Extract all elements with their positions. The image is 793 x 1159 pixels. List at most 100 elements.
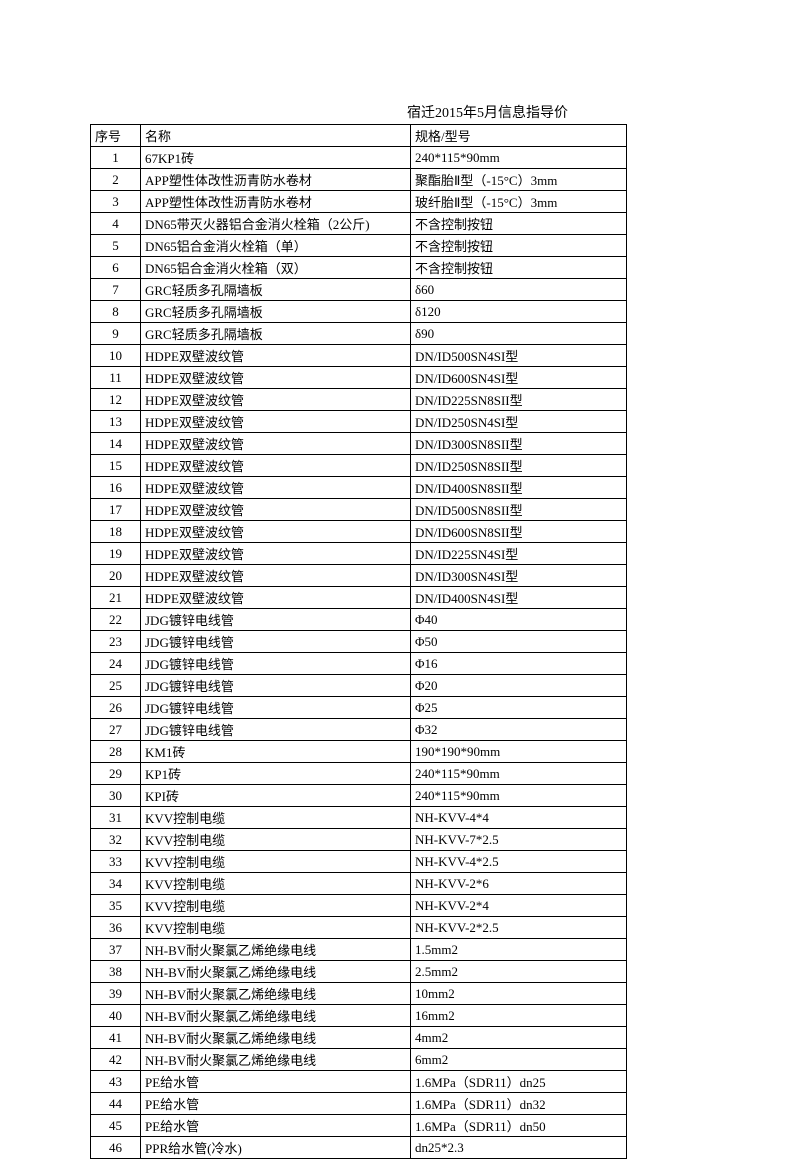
- table-header-row: 序号 名称 规格/型号: [91, 125, 627, 147]
- cell-name: KVV控制电缆: [141, 895, 411, 917]
- cell-spec: 不含控制按钮: [411, 213, 627, 235]
- cell-spec: DN/ID500SN4SI型: [411, 345, 627, 367]
- cell-name: PE给水管: [141, 1093, 411, 1115]
- table-row: 24JDG镀锌电线管Φ16: [91, 653, 627, 675]
- cell-seq: 24: [91, 653, 141, 675]
- table-row: 28KM1砖190*190*90mm: [91, 741, 627, 763]
- cell-seq: 35: [91, 895, 141, 917]
- cell-name: PE给水管: [141, 1071, 411, 1093]
- cell-name: JDG镀锌电线管: [141, 609, 411, 631]
- cell-seq: 38: [91, 961, 141, 983]
- cell-seq: 37: [91, 939, 141, 961]
- cell-name: DN65铝合金消火栓箱（单）: [141, 235, 411, 257]
- table-row: 9GRC轻质多孔隔墙板δ90: [91, 323, 627, 345]
- table-row: 14HDPE双壁波纹管DN/ID300SN8SII型: [91, 433, 627, 455]
- table-row: 26JDG镀锌电线管Φ25: [91, 697, 627, 719]
- cell-seq: 44: [91, 1093, 141, 1115]
- table-row: 41NH-BV耐火聚氯乙烯绝缘电线4mm2: [91, 1027, 627, 1049]
- table-row: 18HDPE双壁波纹管DN/ID600SN8SII型: [91, 521, 627, 543]
- cell-spec: 10mm2: [411, 983, 627, 1005]
- table-row: 21HDPE双壁波纹管DN/ID400SN4SI型: [91, 587, 627, 609]
- cell-spec: 1.6MPa（SDR11）dn25: [411, 1071, 627, 1093]
- cell-seq: 1: [91, 147, 141, 169]
- cell-name: NH-BV耐火聚氯乙烯绝缘电线: [141, 939, 411, 961]
- cell-seq: 26: [91, 697, 141, 719]
- table-row: 12HDPE双壁波纹管DN/ID225SN8SII型: [91, 389, 627, 411]
- cell-name: NH-BV耐火聚氯乙烯绝缘电线: [141, 983, 411, 1005]
- header-seq: 序号: [91, 125, 141, 147]
- cell-seq: 3: [91, 191, 141, 213]
- table-row: 31KVV控制电缆NH-KVV-4*4: [91, 807, 627, 829]
- table-row: 37NH-BV耐火聚氯乙烯绝缘电线1.5mm2: [91, 939, 627, 961]
- cell-spec: DN/ID300SN4SI型: [411, 565, 627, 587]
- cell-spec: 1.6MPa（SDR11）dn32: [411, 1093, 627, 1115]
- table-row: 44PE给水管1.6MPa（SDR11）dn32: [91, 1093, 627, 1115]
- cell-spec: 16mm2: [411, 1005, 627, 1027]
- cell-name: KVV控制电缆: [141, 807, 411, 829]
- cell-name: HDPE双壁波纹管: [141, 477, 411, 499]
- table-row: 32KVV控制电缆NH-KVV-7*2.5: [91, 829, 627, 851]
- cell-seq: 31: [91, 807, 141, 829]
- cell-seq: 43: [91, 1071, 141, 1093]
- cell-seq: 41: [91, 1027, 141, 1049]
- table-row: 16HDPE双壁波纹管DN/ID400SN8SII型: [91, 477, 627, 499]
- cell-name: NH-BV耐火聚氯乙烯绝缘电线: [141, 1027, 411, 1049]
- cell-seq: 22: [91, 609, 141, 631]
- cell-name: JDG镀锌电线管: [141, 697, 411, 719]
- cell-spec: 不含控制按钮: [411, 235, 627, 257]
- table-row: 167KP1砖240*115*90mm: [91, 147, 627, 169]
- table-row: 22JDG镀锌电线管Φ40: [91, 609, 627, 631]
- cell-seq: 46: [91, 1137, 141, 1159]
- table-row: 25JDG镀锌电线管Φ20: [91, 675, 627, 697]
- cell-spec: δ90: [411, 323, 627, 345]
- cell-spec: DN/ID500SN8SII型: [411, 499, 627, 521]
- table-row: 46PPR给水管(冷水)dn25*2.3: [91, 1137, 627, 1159]
- cell-spec: 6mm2: [411, 1049, 627, 1071]
- cell-name: HDPE双壁波纹管: [141, 587, 411, 609]
- cell-name: HDPE双壁波纹管: [141, 521, 411, 543]
- cell-spec: 2.5mm2: [411, 961, 627, 983]
- table-row: 42NH-BV耐火聚氯乙烯绝缘电线6mm2: [91, 1049, 627, 1071]
- cell-spec: dn25*2.3: [411, 1137, 627, 1159]
- cell-name: DN65带灭火器铝合金消火栓箱（2公斤): [141, 213, 411, 235]
- cell-name: KVV控制电缆: [141, 851, 411, 873]
- table-row: 13HDPE双壁波纹管DN/ID250SN4SI型: [91, 411, 627, 433]
- cell-seq: 17: [91, 499, 141, 521]
- table-row: 15HDPE双壁波纹管DN/ID250SN8SII型: [91, 455, 627, 477]
- cell-seq: 28: [91, 741, 141, 763]
- table-row: 34KVV控制电缆NH-KVV-2*6: [91, 873, 627, 895]
- cell-seq: 19: [91, 543, 141, 565]
- cell-seq: 45: [91, 1115, 141, 1137]
- cell-seq: 36: [91, 917, 141, 939]
- cell-spec: 240*115*90mm: [411, 763, 627, 785]
- table-row: 36KVV控制电缆NH-KVV-2*2.5: [91, 917, 627, 939]
- cell-name: JDG镀锌电线管: [141, 719, 411, 741]
- cell-spec: NH-KVV-4*2.5: [411, 851, 627, 873]
- cell-name: KVV控制电缆: [141, 829, 411, 851]
- cell-seq: 4: [91, 213, 141, 235]
- cell-name: HDPE双壁波纹管: [141, 345, 411, 367]
- cell-name: NH-BV耐火聚氯乙烯绝缘电线: [141, 1049, 411, 1071]
- cell-seq: 10: [91, 345, 141, 367]
- header-name: 名称: [141, 125, 411, 147]
- cell-spec: DN/ID400SN8SII型: [411, 477, 627, 499]
- cell-spec: DN/ID250SN4SI型: [411, 411, 627, 433]
- cell-seq: 21: [91, 587, 141, 609]
- cell-spec: 4mm2: [411, 1027, 627, 1049]
- table-row: 3APP塑性体改性沥青防水卷材玻纤胎Ⅱ型（-15°C）3mm: [91, 191, 627, 213]
- cell-name: KVV控制电缆: [141, 873, 411, 895]
- cell-spec: 玻纤胎Ⅱ型（-15°C）3mm: [411, 191, 627, 213]
- cell-name: HDPE双壁波纹管: [141, 433, 411, 455]
- cell-seq: 15: [91, 455, 141, 477]
- cell-spec: Φ25: [411, 697, 627, 719]
- table-row: 6DN65铝合金消火栓箱（双）不含控制按钮: [91, 257, 627, 279]
- table-row: 29KP1砖240*115*90mm: [91, 763, 627, 785]
- cell-spec: δ60: [411, 279, 627, 301]
- cell-seq: 27: [91, 719, 141, 741]
- cell-spec: DN/ID400SN4SI型: [411, 587, 627, 609]
- table-row: 10HDPE双壁波纹管DN/ID500SN4SI型: [91, 345, 627, 367]
- cell-name: PPR给水管(冷水): [141, 1137, 411, 1159]
- table-row: 40NH-BV耐火聚氯乙烯绝缘电线16mm2: [91, 1005, 627, 1027]
- page-title: 宿迁2015年5月信息指导价: [407, 102, 703, 122]
- cell-spec: DN/ID225SN8SII型: [411, 389, 627, 411]
